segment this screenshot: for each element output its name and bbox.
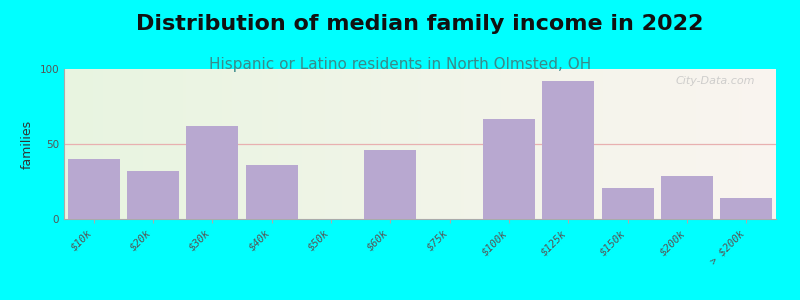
- Bar: [483, 118, 535, 219]
- Bar: [364, 150, 417, 219]
- Bar: [246, 165, 298, 219]
- Bar: [542, 81, 594, 219]
- Bar: [67, 159, 120, 219]
- Y-axis label: families: families: [21, 119, 34, 169]
- Bar: [602, 188, 654, 219]
- Bar: [720, 198, 773, 219]
- Text: City-Data.com: City-Data.com: [675, 76, 754, 86]
- Title: Distribution of median family income in 2022: Distribution of median family income in …: [136, 14, 704, 34]
- Bar: [186, 126, 238, 219]
- Text: Hispanic or Latino residents in North Olmsted, OH: Hispanic or Latino residents in North Ol…: [209, 57, 591, 72]
- Bar: [661, 176, 713, 219]
- Bar: [127, 171, 179, 219]
